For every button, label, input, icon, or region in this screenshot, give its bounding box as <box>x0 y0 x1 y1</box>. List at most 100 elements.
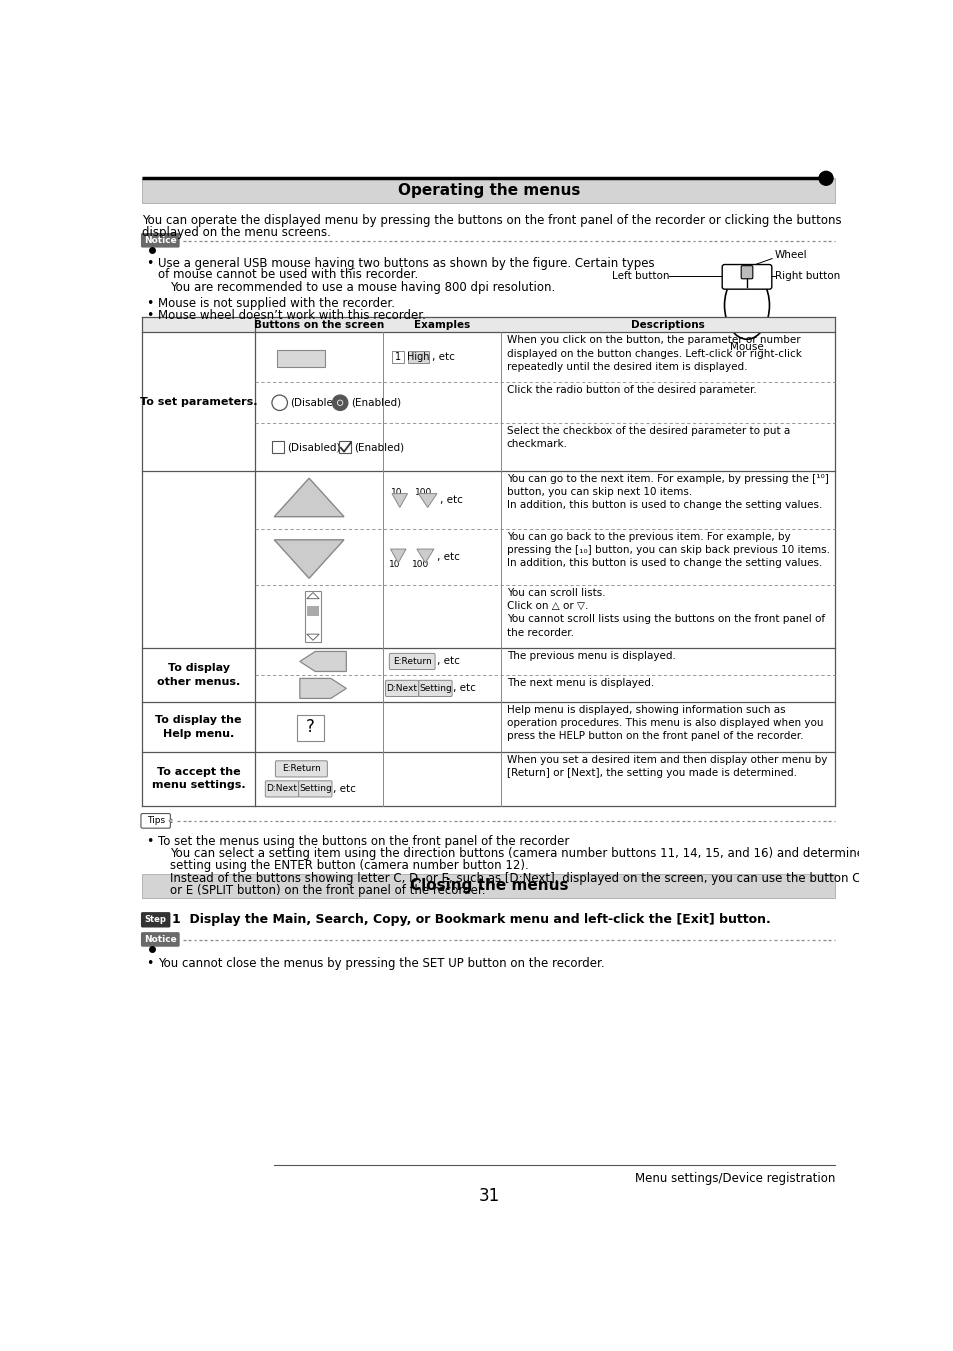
Bar <box>142 178 835 203</box>
Text: High: High <box>407 353 429 362</box>
Ellipse shape <box>723 272 769 339</box>
Text: Select the checkbox of the desired parameter to put a
checkmark.: Select the checkbox of the desired param… <box>506 426 789 450</box>
Text: E:Return: E:Return <box>393 657 431 666</box>
Bar <box>305 590 320 642</box>
FancyBboxPatch shape <box>141 912 171 928</box>
Text: •: • <box>146 297 153 309</box>
Text: Notice: Notice <box>144 236 176 245</box>
Text: The previous menu is displayed.: The previous menu is displayed. <box>506 651 675 661</box>
Text: •: • <box>146 957 153 970</box>
Polygon shape <box>392 493 407 508</box>
Text: Step: Step <box>145 915 167 924</box>
Circle shape <box>336 400 343 405</box>
Text: of mouse cannot be used with this recorder.: of mouse cannot be used with this record… <box>158 269 417 281</box>
FancyBboxPatch shape <box>298 781 332 797</box>
Text: Click the radio button of the desired parameter.: Click the radio button of the desired pa… <box>506 385 756 396</box>
Text: Operating the menus: Operating the menus <box>397 184 579 199</box>
Text: Buttons on the screen: Buttons on the screen <box>253 320 383 330</box>
Text: 10: 10 <box>389 559 400 569</box>
Text: You can go back to the previous item. For example, by
pressing the [₁₀] button, : You can go back to the previous item. Fo… <box>506 532 829 569</box>
Text: Closing the menus: Closing the menus <box>409 878 568 893</box>
Text: or E (SPLIT button) on the front panel of the recorder.: or E (SPLIT button) on the front panel o… <box>170 884 485 897</box>
Text: 1  Display the Main, Search, Copy, or Bookmark menu and left-click the [Exit] bu: 1 Display the Main, Search, Copy, or Boo… <box>172 913 770 927</box>
Text: ?: ? <box>306 717 314 736</box>
Text: Menu settings/Device registration: Menu settings/Device registration <box>635 1171 835 1185</box>
Text: Notice: Notice <box>144 935 176 944</box>
Bar <box>297 715 323 740</box>
Polygon shape <box>416 549 434 563</box>
Text: , etc: , etc <box>432 353 455 362</box>
Circle shape <box>272 394 287 411</box>
Circle shape <box>337 400 342 405</box>
Polygon shape <box>307 593 319 598</box>
Text: Mouse: Mouse <box>729 342 763 353</box>
Bar <box>272 440 284 453</box>
FancyBboxPatch shape <box>141 232 179 247</box>
Text: (Disabled): (Disabled) <box>291 397 344 408</box>
Circle shape <box>332 394 348 411</box>
FancyBboxPatch shape <box>265 781 298 797</box>
Text: , etc: , etc <box>333 784 355 794</box>
Text: To display the
Help menu.: To display the Help menu. <box>155 715 242 739</box>
Text: You can scroll lists.
Click on △ or ▽.
You cannot scroll lists using the buttons: You can scroll lists. Click on △ or ▽. Y… <box>506 588 824 638</box>
Text: Mouse is not supplied with the recorder.: Mouse is not supplied with the recorder. <box>158 297 395 309</box>
Text: You can operate the displayed menu by pressing the buttons on the front panel of: You can operate the displayed menu by pr… <box>142 215 841 227</box>
Polygon shape <box>418 493 436 508</box>
Text: You are recommended to use a mouse having 800 dpi resolution.: You are recommended to use a mouse havin… <box>170 281 555 295</box>
Text: •: • <box>146 309 153 322</box>
Text: When you set a desired item and then display other menu by
[Return] or [Next], t: When you set a desired item and then dis… <box>506 755 826 778</box>
Text: (Enabled): (Enabled) <box>351 397 400 408</box>
Text: 10: 10 <box>390 488 401 497</box>
Polygon shape <box>299 678 346 698</box>
Text: You can go to the next item. For example, by pressing the [¹⁰]
button, you can s: You can go to the next item. For example… <box>506 474 828 511</box>
FancyBboxPatch shape <box>141 932 179 947</box>
Text: To set parameters.: To set parameters. <box>140 397 257 407</box>
Text: , etc: , etc <box>436 551 459 562</box>
Text: (Enabled): (Enabled) <box>354 442 404 453</box>
Text: Examples: Examples <box>413 320 469 330</box>
Text: Right button: Right button <box>774 272 840 281</box>
Text: To switch the selected
item in the list.: To switch the selected item in the list. <box>129 136 268 159</box>
Bar <box>276 350 324 367</box>
FancyBboxPatch shape <box>385 681 418 697</box>
Text: 100: 100 <box>412 559 429 569</box>
Text: You cannot close the menus by pressing the SET UP button on the recorder.: You cannot close the menus by pressing t… <box>158 957 604 970</box>
FancyBboxPatch shape <box>275 761 327 777</box>
Text: The next menu is displayed.: The next menu is displayed. <box>506 678 654 688</box>
Text: (Disabled): (Disabled) <box>287 442 340 453</box>
Text: Instead of the buttons showing letter C, D, or E, such as [D:Next], displayed on: Instead of the buttons showing letter C,… <box>170 871 880 885</box>
Text: Setting: Setting <box>298 785 332 793</box>
Bar <box>142 317 835 332</box>
Text: D:Next: D:Next <box>266 785 297 793</box>
Text: E:Return: E:Return <box>282 765 320 773</box>
Text: , etc: , etc <box>436 657 459 666</box>
Text: •: • <box>146 257 153 270</box>
Text: •: • <box>146 835 153 848</box>
FancyBboxPatch shape <box>389 654 435 670</box>
FancyBboxPatch shape <box>418 681 452 697</box>
Text: Help menu is displayed, showing information such as
operation procedures. This m: Help menu is displayed, showing informat… <box>506 705 822 742</box>
Text: Wheel: Wheel <box>774 250 806 261</box>
Polygon shape <box>274 540 344 578</box>
Text: To set the menus using the buttons on the front panel of the recorder: To set the menus using the buttons on th… <box>158 835 569 848</box>
Text: , etc: , etc <box>453 684 476 693</box>
Bar <box>307 605 319 616</box>
Text: Use a general USB mouse having two buttons as shown by the figure. Certain types: Use a general USB mouse having two butto… <box>158 257 654 270</box>
Text: You can select a setting item using the direction buttons (camera number buttons: You can select a setting item using the … <box>170 847 886 861</box>
Text: setting using the ENTER button (camera number button 12).: setting using the ENTER button (camera n… <box>170 859 528 871</box>
FancyBboxPatch shape <box>740 266 752 278</box>
Circle shape <box>819 172 832 185</box>
Text: 1: 1 <box>395 353 401 362</box>
Bar <box>142 874 835 898</box>
Text: , etc: , etc <box>439 494 462 505</box>
Polygon shape <box>307 634 319 640</box>
Polygon shape <box>169 819 172 823</box>
Text: 31: 31 <box>477 1188 499 1205</box>
Text: displayed on the menu screens.: displayed on the menu screens. <box>142 226 331 239</box>
Polygon shape <box>274 478 344 516</box>
Text: Mouse wheel doesn’t work with this recorder.: Mouse wheel doesn’t work with this recor… <box>158 309 425 322</box>
Bar <box>407 351 429 363</box>
Text: Tips: Tips <box>147 816 165 825</box>
Text: Setting: Setting <box>418 684 452 693</box>
Bar <box>392 351 404 363</box>
